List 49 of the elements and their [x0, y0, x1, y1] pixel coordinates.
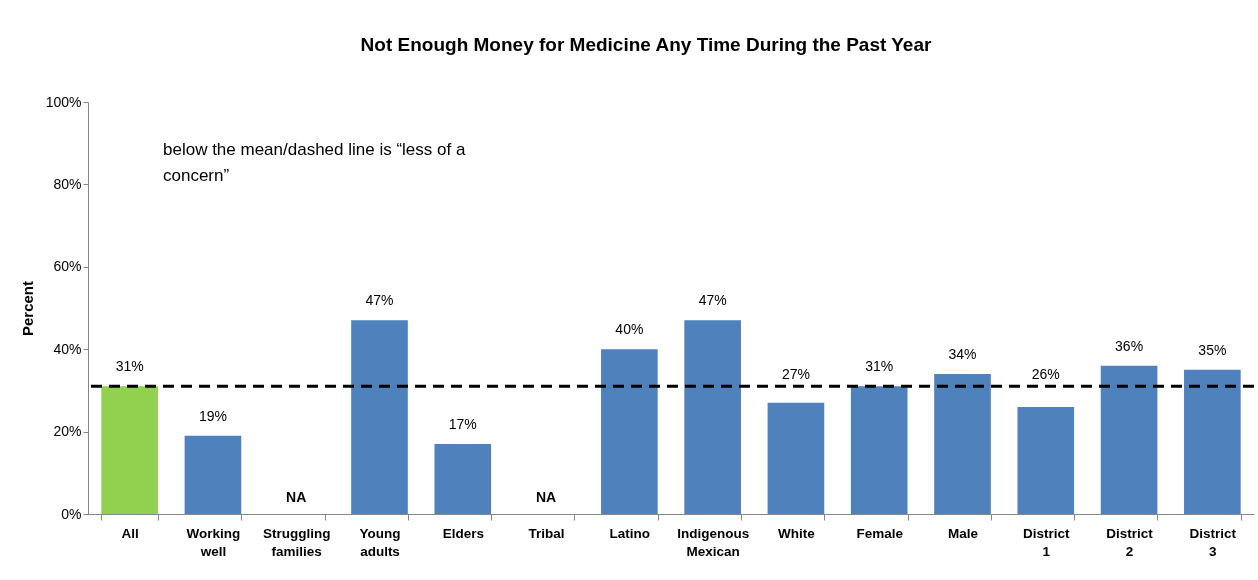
data-label: 35% — [1198, 341, 1227, 358]
text: NA — [286, 489, 307, 505]
bar — [434, 443, 492, 514]
x-tick-label: Latino — [609, 525, 651, 541]
y-tick-label: 20% — [53, 423, 82, 440]
data-label: 34% — [948, 345, 977, 362]
data-label: 26% — [1031, 365, 1060, 382]
data-label: 36% — [1115, 337, 1144, 354]
y-axis-title: Percent — [18, 280, 36, 337]
x-tick-label: Struggling families — [262, 525, 331, 559]
data-label: 17% — [448, 415, 477, 432]
bar — [850, 386, 908, 514]
x-tick-label: District 3 — [1189, 525, 1237, 559]
data-label: 31% — [865, 358, 894, 375]
x-tick-label: Elders — [442, 525, 484, 541]
y-tick-label: 0% — [61, 505, 82, 522]
bar — [351, 320, 408, 514]
x-tick-label: Male — [947, 525, 979, 541]
y-tick-label: 80% — [53, 175, 82, 192]
data-label: 19% — [198, 407, 227, 424]
y-tick-label: 40% — [53, 340, 82, 357]
data-label: 40% — [615, 321, 644, 338]
bar — [1184, 369, 1241, 514]
x-tick-label: Female — [856, 525, 904, 541]
text: NA — [535, 489, 557, 505]
x-tick-label: White — [778, 525, 816, 541]
chart-title: Not Enough Money for Medicine Any Time During the Past Year — [360, 34, 932, 55]
bar — [684, 320, 741, 514]
bar — [767, 402, 825, 514]
bar — [1100, 365, 1158, 514]
x-tick-label: District 1 — [1023, 525, 1071, 559]
bar — [601, 349, 658, 514]
x-tick-label: Indigenous Mexican — [677, 525, 750, 559]
y-tick-label: 100% — [45, 93, 82, 110]
data-label: 47% — [365, 292, 394, 309]
data-label: 27% — [781, 365, 810, 382]
x-tick-label: Tribal — [528, 525, 565, 541]
data-label: 47% — [698, 292, 727, 309]
x-tick-label: Young adults — [359, 525, 401, 559]
bar — [1017, 406, 1075, 514]
bar — [934, 373, 991, 514]
bar — [101, 386, 158, 514]
bar — [184, 435, 242, 514]
x-tick-label: Working well — [186, 525, 241, 559]
data-label: 31% — [115, 358, 144, 375]
x-tick-label: District 2 — [1106, 525, 1154, 559]
y-tick-label: 60% — [53, 258, 82, 275]
annotation: below the mean/dashed line is “less of a concern” — [163, 140, 466, 185]
x-tick-label: All — [121, 525, 139, 541]
